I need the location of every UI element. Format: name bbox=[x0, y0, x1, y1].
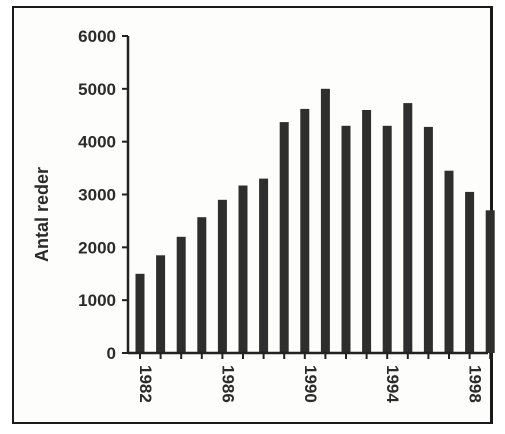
bar-1984 bbox=[176, 236, 186, 353]
y-axis-label: Antal reder bbox=[32, 167, 52, 262]
y-ticks-group: 0 1000 2000 3000 4000 5000 6000 bbox=[78, 27, 128, 363]
x-tick-label: 1986 bbox=[218, 365, 237, 403]
y-tick-label: 3000 bbox=[78, 186, 116, 205]
y-tick-label: 1000 bbox=[78, 291, 116, 310]
chart-frame bbox=[12, 6, 493, 424]
bar-1993 bbox=[362, 110, 372, 353]
y-tick-label: 6000 bbox=[78, 27, 116, 46]
bar-1991 bbox=[320, 88, 330, 354]
bar-1998 bbox=[465, 191, 475, 353]
bar-1988 bbox=[259, 178, 269, 353]
bar-1985 bbox=[197, 217, 207, 353]
bar-1983 bbox=[156, 255, 166, 353]
bar-1987 bbox=[238, 185, 248, 353]
x-ticks-group: 1982 1986 1990 1994 1998 bbox=[136, 353, 492, 403]
bar-1994 bbox=[382, 125, 392, 353]
bar-1989 bbox=[279, 122, 289, 353]
bar-1995 bbox=[403, 103, 413, 353]
bar-1999 bbox=[485, 210, 495, 353]
y-tick-label: 4000 bbox=[78, 133, 116, 152]
x-tick-label: 1990 bbox=[301, 365, 320, 403]
bars-group bbox=[135, 88, 495, 354]
bar-1986 bbox=[217, 199, 227, 353]
bar-1982 bbox=[135, 273, 145, 354]
x-tick-label: 1982 bbox=[136, 365, 155, 403]
y-tick-label: 0 bbox=[107, 344, 116, 363]
x-tick-label: 1994 bbox=[383, 365, 402, 403]
bar-1996 bbox=[423, 126, 433, 354]
y-tick-label: 2000 bbox=[78, 238, 116, 257]
bar-1992 bbox=[341, 125, 351, 353]
bar-1997 bbox=[444, 170, 454, 353]
bar-1990 bbox=[300, 108, 310, 354]
x-tick-label: 1998 bbox=[466, 365, 485, 403]
y-tick-label: 5000 bbox=[78, 80, 116, 99]
